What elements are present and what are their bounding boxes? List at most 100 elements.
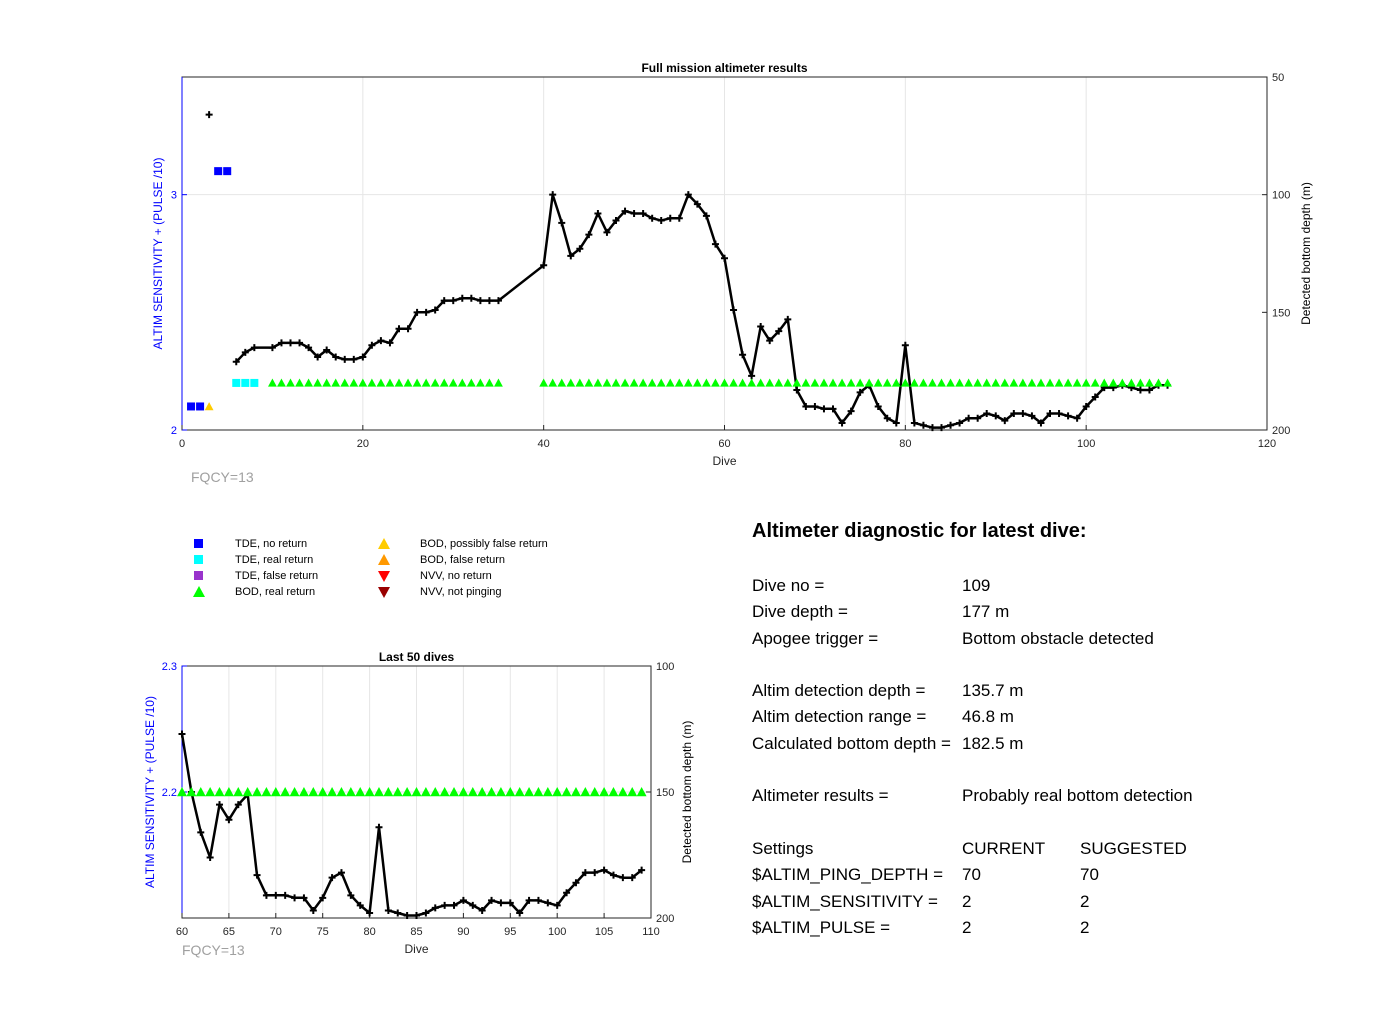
bottom-depth-point <box>549 191 557 199</box>
diag-label: Apogee trigger = <box>752 628 879 648</box>
x-tick-label: 40 <box>538 438 550 450</box>
marker-triangle <box>855 378 865 387</box>
marker-triangle <box>692 378 702 387</box>
bottom-depth-line <box>180 733 643 917</box>
marker-triangle <box>964 378 974 387</box>
bottom-depth-point <box>458 294 466 302</box>
bottom-depth-point <box>281 891 289 899</box>
marker-triangle <box>411 787 422 797</box>
marker-triangle <box>882 378 892 387</box>
marker-square <box>214 167 223 176</box>
bottom-depth-point <box>291 894 299 902</box>
marker-triangle <box>383 787 394 797</box>
bottom-depth-point <box>648 214 656 222</box>
bottom-depth-point <box>585 231 593 239</box>
bottom-depth-point <box>883 414 891 422</box>
marker-triangle <box>1126 378 1136 387</box>
marker-triangle <box>873 378 883 387</box>
marker-triangle <box>322 378 332 387</box>
marker-triangle <box>233 787 244 797</box>
bottom-depth-point <box>350 355 358 363</box>
marker-triangle <box>828 378 838 387</box>
bottom-depth-point <box>974 414 982 422</box>
marker-triangle <box>367 378 377 387</box>
marker-triangle <box>402 787 413 797</box>
bottom-depth-point <box>609 871 617 879</box>
marker-triangle <box>392 787 403 797</box>
marker-triangle <box>1072 378 1082 387</box>
marker-triangle <box>1027 378 1037 387</box>
y-tick-label-right: 150 <box>1272 307 1290 319</box>
marker-triangle <box>589 787 600 797</box>
bottom-depth-point <box>296 339 304 347</box>
marker-triangle <box>1154 378 1163 387</box>
bottom-depth-point <box>368 341 376 349</box>
red-triangle-down-icon <box>378 571 390 582</box>
marker-triangle <box>638 378 648 387</box>
bottom-depth-point <box>1019 410 1027 418</box>
marker-triangle <box>205 787 216 797</box>
y-tick-label-left: 3 <box>171 190 177 202</box>
marker-triangle <box>430 378 440 387</box>
marker-triangle <box>286 378 295 387</box>
bottom-depth-point <box>630 209 638 217</box>
legend-label: NVV, no return <box>420 570 492 582</box>
marker-triangle <box>955 378 964 387</box>
bottom-depth-point <box>422 909 430 917</box>
x-tick-label: 80 <box>363 926 375 938</box>
marker-triangle <box>783 378 793 387</box>
diag-row-pulse: $ALTIM_PULSE = 2 2 <box>752 915 1372 941</box>
bottom-depth-point <box>992 412 1000 420</box>
bottom-depth-point <box>802 402 810 410</box>
bottom-depth-point <box>525 896 533 904</box>
bottom-depth-point <box>567 252 575 260</box>
bottom-depth-point <box>965 414 973 422</box>
x-tick-label: 70 <box>270 926 282 938</box>
marker-triangle <box>1063 378 1073 387</box>
bottom-depth-point <box>639 209 647 217</box>
diag-value: 177 m <box>962 602 1010 622</box>
marker-triangle <box>1099 378 1109 387</box>
marker-triangle <box>656 378 666 387</box>
marker-triangle <box>1090 378 1100 387</box>
bottom-depth-point <box>359 353 367 361</box>
bottom-depth-point <box>467 294 475 302</box>
bottom-depth-point <box>305 344 313 352</box>
marker-triangle <box>449 787 459 797</box>
bottom-depth-point <box>1136 386 1144 394</box>
bottom-depth-point <box>441 901 449 909</box>
marker-triangle <box>636 787 647 797</box>
bottom-depth-point <box>1082 402 1090 410</box>
bottom-depth-point <box>947 421 955 429</box>
marker-triangle <box>486 787 497 797</box>
marker-triangle <box>345 787 356 797</box>
marker-triangle <box>494 378 503 387</box>
bottom-depth-point <box>1037 419 1045 427</box>
diag-value: 182.5 m <box>962 733 1024 753</box>
bottom-depth-point <box>600 866 608 874</box>
bottom-depth-point <box>628 874 636 882</box>
bottom-depth-point <box>341 355 349 363</box>
bottom-depth-point <box>603 228 611 236</box>
bottom-depth-point <box>721 254 728 262</box>
marker-triangle <box>627 787 638 797</box>
bottom-depth-point <box>476 297 484 305</box>
marker-triangle <box>792 378 802 387</box>
marker-square <box>232 378 241 387</box>
x-axis-label: Dive <box>404 942 428 956</box>
x-axis-label: Dive <box>712 454 736 468</box>
bottom-depth-point <box>1010 410 1018 418</box>
bottom-depth-point <box>784 315 792 323</box>
bottom-depth-point <box>494 297 502 305</box>
bottom-depth-point <box>856 388 864 396</box>
bottom-depth-point <box>1028 412 1036 420</box>
diag-col-suggested: SUGGESTED <box>1080 838 1187 858</box>
x-tick-label: 85 <box>410 926 422 938</box>
marker-triangle <box>711 378 720 387</box>
y-tick-label-right: 100 <box>1272 190 1290 202</box>
marker-triangle <box>665 378 675 387</box>
legend-label: BOD, false return <box>420 554 505 566</box>
green-triangle-icon <box>193 586 205 597</box>
bottom-depth-point <box>558 219 566 227</box>
bottom-depth-point <box>225 816 233 824</box>
